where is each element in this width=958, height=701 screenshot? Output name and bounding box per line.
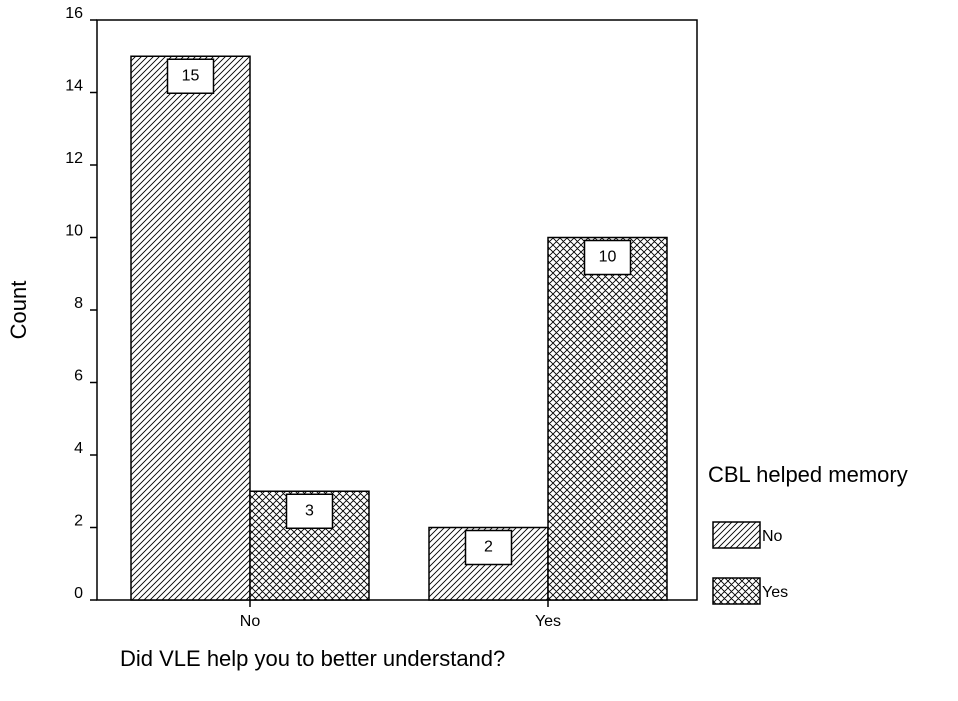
legend-swatch — [712, 577, 761, 605]
bar — [130, 55, 251, 601]
value-label: 2 — [484, 539, 493, 556]
y-tick-label: 12 — [65, 150, 83, 167]
y-tick-label: 2 — [74, 513, 83, 530]
y-tick-label: 6 — [74, 368, 83, 385]
value-label-box — [464, 529, 513, 566]
legend-label: No — [762, 528, 783, 545]
y-tick-label: 16 — [65, 5, 83, 22]
x-axis-label: Did VLE help you to better understand? — [120, 646, 505, 671]
x-tick-label: Yes — [535, 613, 561, 630]
value-label-box — [166, 58, 215, 94]
y-tick-label: 0 — [74, 585, 83, 602]
y-tick-label: 4 — [74, 440, 83, 457]
bar — [547, 236, 668, 601]
y-tick-label: 10 — [65, 223, 83, 240]
y-tick-label: 8 — [74, 295, 83, 312]
legend-title: CBL helped memory — [708, 462, 908, 487]
y-tick-label: 14 — [65, 78, 83, 95]
value-label: 15 — [182, 67, 200, 84]
legend-swatch — [712, 521, 761, 549]
value-label: 3 — [305, 502, 314, 519]
y-axis-label: Count — [6, 281, 31, 340]
value-label-box — [583, 239, 632, 276]
legend-label: Yes — [762, 584, 788, 601]
value-label: 10 — [599, 249, 617, 266]
value-label-box — [285, 493, 334, 529]
x-tick-label: No — [240, 613, 261, 630]
